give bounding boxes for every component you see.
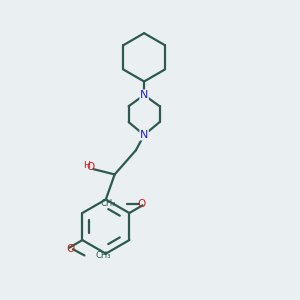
Text: CH₃: CH₃ [96,251,111,260]
Text: H: H [83,160,90,169]
Text: O: O [137,199,145,209]
Text: N: N [140,130,148,140]
Text: O: O [67,244,75,254]
Text: N: N [140,90,148,100]
Text: O: O [86,162,94,172]
Text: CH₃: CH₃ [100,200,116,208]
